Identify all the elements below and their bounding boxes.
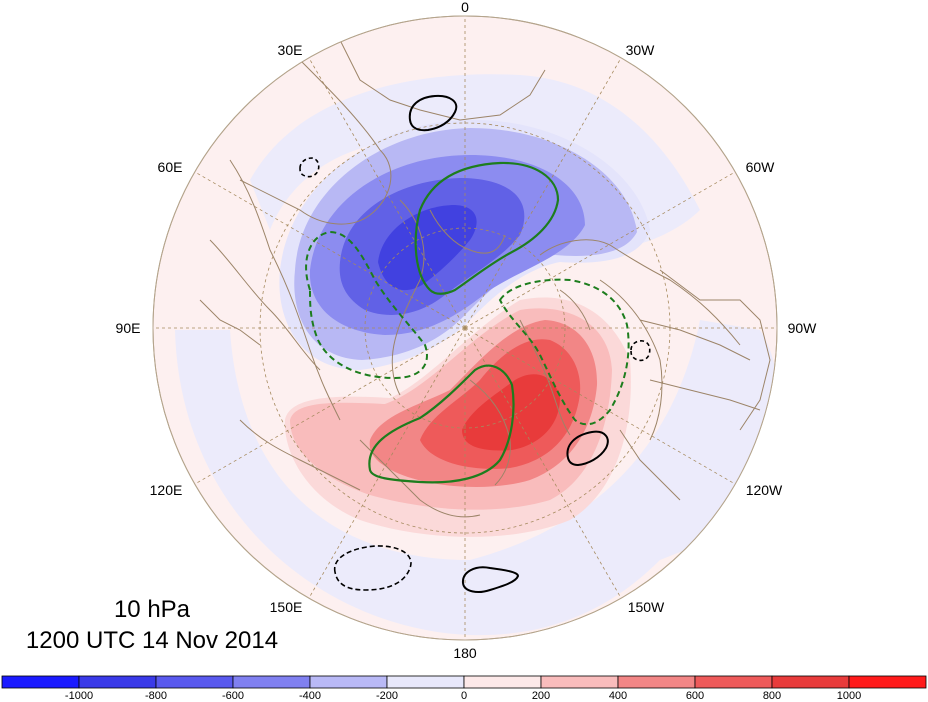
colorbar-tick-label: -800 xyxy=(145,690,167,702)
lon-label: 120E xyxy=(150,482,183,498)
colorbar-swatch xyxy=(848,675,927,689)
coastlines xyxy=(199,39,771,518)
colorbar-swatch xyxy=(694,675,773,689)
colorbar-tick-label: -1000 xyxy=(65,690,93,702)
neg-anomaly-ring xyxy=(175,320,777,636)
colorbar-tick-label: -200 xyxy=(376,690,398,702)
black-contour-top xyxy=(408,94,458,132)
lon-label: 30E xyxy=(278,42,303,58)
map-title-time: 1200 UTC 14 Nov 2014 xyxy=(26,627,278,654)
colorbar-tick-label: 600 xyxy=(686,690,704,702)
map-title-level: 10 hPa xyxy=(114,596,191,623)
colorbar-swatch xyxy=(617,675,696,689)
black-contour-south xyxy=(461,566,520,593)
colorbar-swatch xyxy=(1,675,80,689)
colorbar-swatch xyxy=(78,675,157,689)
lon-label: 90E xyxy=(116,320,141,336)
colorbar-tick-label: 400 xyxy=(609,690,627,702)
lon-label: 150W xyxy=(628,599,665,615)
colorbar-tick-label: 0 xyxy=(461,690,467,702)
colorbar-tick-label: 800 xyxy=(763,690,781,702)
colorbar-swatch xyxy=(155,675,234,689)
colorbar-swatch xyxy=(540,675,619,689)
lon-label: 0 xyxy=(461,0,469,15)
contours xyxy=(299,94,651,593)
colorbar-tick-label: -600 xyxy=(222,690,244,702)
lon-label: 150E xyxy=(270,599,303,615)
lon-label: 90W xyxy=(788,320,818,336)
colorbar-swatch xyxy=(463,675,542,689)
black-contour-east xyxy=(566,430,609,467)
lon-label: 30W xyxy=(626,42,656,58)
black-dashed-south xyxy=(334,545,412,591)
colorbar-tick-label: -400 xyxy=(299,690,321,702)
lon-label: 60E xyxy=(158,159,183,175)
colorbar-swatch xyxy=(309,675,388,689)
colorbar-swatch xyxy=(771,675,850,689)
lon-label: 180 xyxy=(453,645,477,661)
colorbar-tick-label: 1000 xyxy=(837,690,861,702)
lon-label: 120W xyxy=(746,482,783,498)
green-dashed-east xyxy=(498,278,630,426)
green-contour-north xyxy=(414,161,560,295)
longitude-labels: 0 30W 60W 90W 120W 150W 180 150E 120E 90… xyxy=(116,0,818,661)
pos-1000 xyxy=(462,374,560,451)
colorbar-tick-label: 200 xyxy=(532,690,550,702)
lon-label: 60W xyxy=(746,159,776,175)
green-dashed-west xyxy=(305,230,428,380)
colorbar-swatch xyxy=(232,675,311,689)
colorbar: -1000 -800 -600 -400 -200 0 200 400 600 800 1000 xyxy=(1,675,927,702)
colorbar-swatch xyxy=(386,675,465,689)
green-contour-south xyxy=(368,364,515,484)
neg-1000 xyxy=(378,205,477,291)
